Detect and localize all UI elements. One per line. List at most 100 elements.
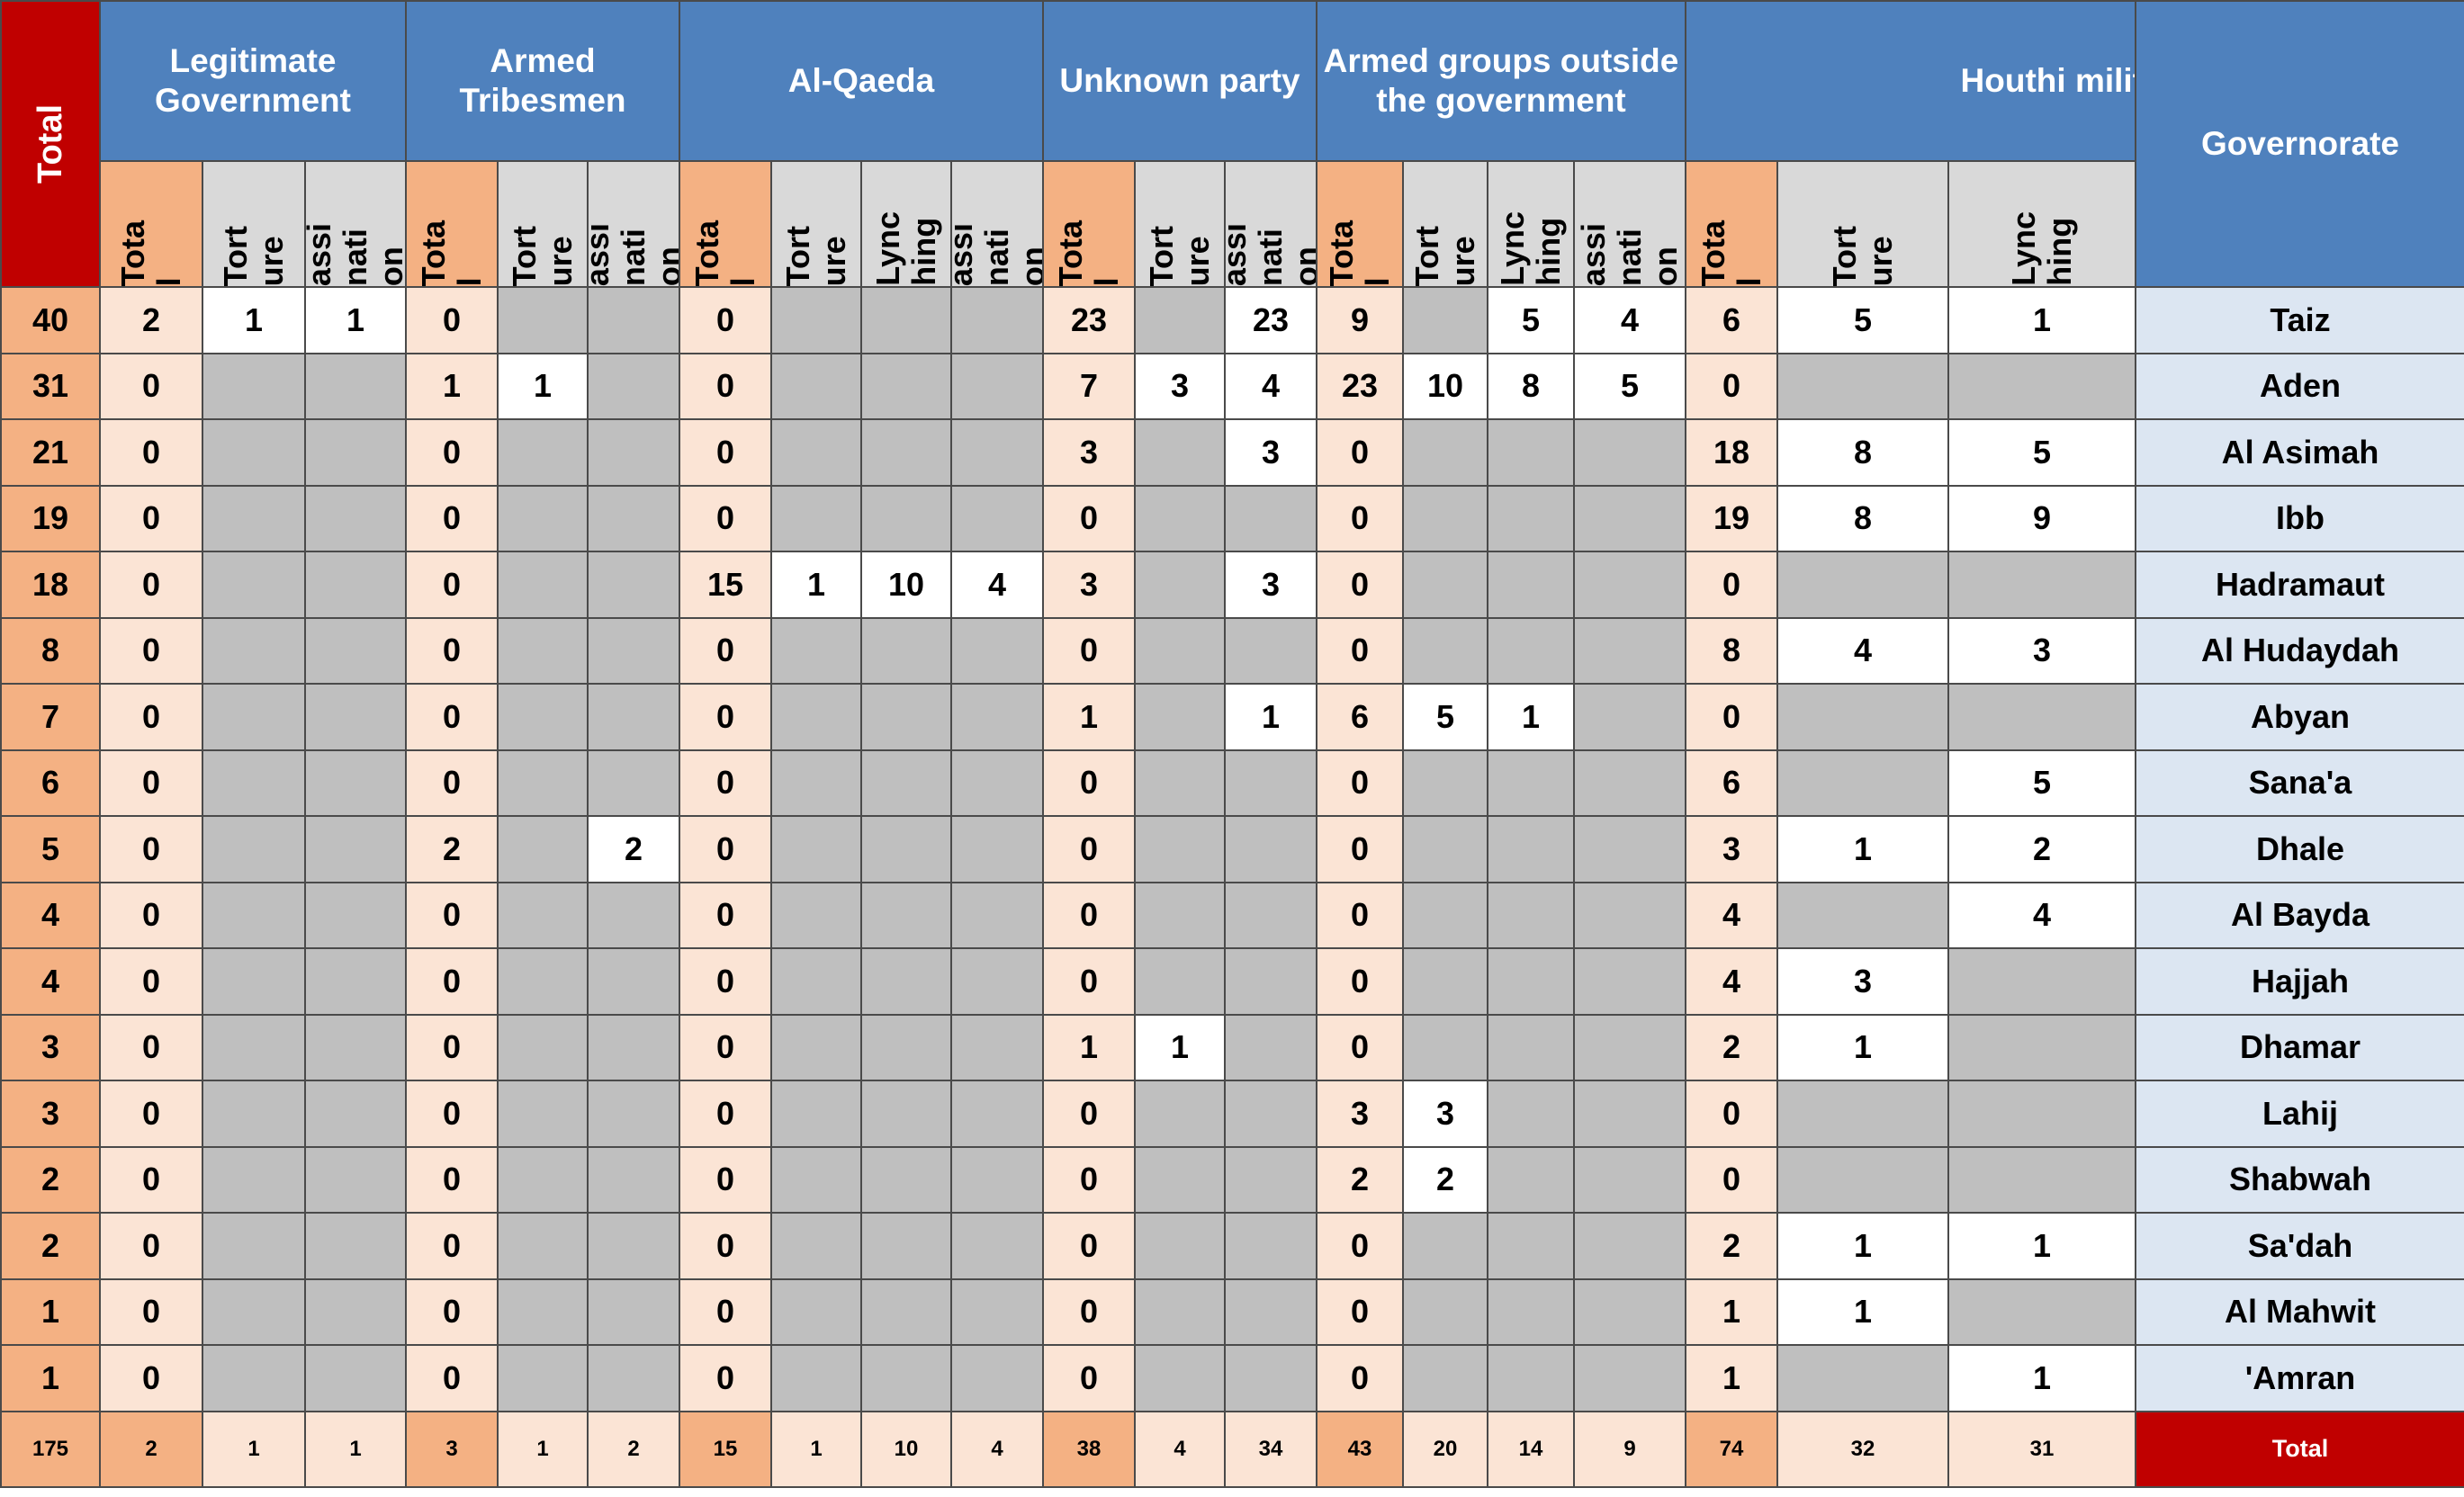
table-cell: 3 <box>1685 815 1778 883</box>
subcolumn-label: assi nati on <box>304 222 407 286</box>
table-cell: 1 <box>405 352 499 420</box>
table-cell: 0 <box>99 1344 203 1412</box>
table-cell <box>1134 947 1226 1016</box>
table-cell <box>587 1080 680 1148</box>
table-cell: 1 <box>1947 1212 2136 1280</box>
table-cell: 0 <box>405 1212 499 1280</box>
total-header-label: Total <box>31 104 69 184</box>
table-cell <box>587 484 680 552</box>
table-cell: 1 <box>304 286 407 354</box>
table-cell <box>202 1080 306 1148</box>
table-cell <box>860 947 952 1016</box>
table-cell: 0 <box>405 1344 499 1412</box>
governorate-name: Al Bayda <box>2135 881 2464 949</box>
table-cell: 23 <box>1224 286 1317 354</box>
table-cell <box>202 418 306 487</box>
table-cell <box>1487 1145 1575 1214</box>
footer-total-cell: 15 <box>679 1410 772 1488</box>
table-cell <box>860 418 952 487</box>
table-cell <box>1573 1277 1686 1346</box>
subcolumn-label: assi nati on <box>950 222 1044 286</box>
table-cell: 3 <box>1776 947 1949 1016</box>
table-cell: 5 <box>1402 683 1488 751</box>
table-cell: 0 <box>1685 551 1778 619</box>
table-cell: 1 <box>1487 683 1575 751</box>
table-cell <box>1776 1080 1949 1148</box>
table-cell <box>860 352 952 420</box>
table-cell <box>587 1212 680 1280</box>
table-cell <box>950 1080 1044 1148</box>
table-cell: 0 <box>1042 1344 1136 1412</box>
table-cell <box>1487 1212 1575 1280</box>
table-cell <box>202 947 306 1016</box>
table-cell: 6 <box>1685 286 1778 354</box>
table-cell: 0 <box>405 748 499 817</box>
table-cell: 0 <box>405 881 499 949</box>
table-cell <box>587 551 680 619</box>
table-cell <box>587 947 680 1016</box>
table-cell: 4 <box>950 551 1044 619</box>
table-cell: 0 <box>1316 1277 1404 1346</box>
table-cell <box>1224 947 1317 1016</box>
table-cell <box>1487 484 1575 552</box>
table-cell: 0 <box>99 352 203 420</box>
table-cell <box>860 748 952 817</box>
table-cell: 0 <box>679 683 772 751</box>
row-total: 4 <box>0 881 101 949</box>
table-cell: 9 <box>1316 286 1404 354</box>
table-cell: 3 <box>1042 551 1136 619</box>
table-cell <box>304 484 407 552</box>
table-cell: 3 <box>1224 551 1317 619</box>
table-cell: 19 <box>1685 484 1778 552</box>
table-cell: 3 <box>1134 352 1226 420</box>
table-cell <box>1573 418 1686 487</box>
table-cell: 0 <box>1042 1277 1136 1346</box>
subcolumn-header: assi nati on <box>950 160 1044 288</box>
governorate-name: Dhamar <box>2135 1013 2464 1081</box>
row-total: 2 <box>0 1145 101 1214</box>
table-cell: 2 <box>1685 1212 1778 1280</box>
table-cell <box>202 1212 306 1280</box>
table-cell <box>1134 484 1226 552</box>
governorate-name: Taiz <box>2135 286 2464 354</box>
table-cell: 0 <box>1042 748 1136 817</box>
table-cell <box>1224 1277 1317 1346</box>
table-cell: 2 <box>1316 1145 1404 1214</box>
table-cell <box>860 881 952 949</box>
table-cell <box>497 1344 589 1412</box>
table-cell: 0 <box>679 352 772 420</box>
table-cell: 0 <box>1316 418 1404 487</box>
subcolumn-header: Tota l <box>1042 160 1136 288</box>
table-cell: 0 <box>679 418 772 487</box>
footer-total-cell: 2 <box>99 1410 203 1488</box>
table-cell: 0 <box>1316 551 1404 619</box>
table-cell <box>770 748 862 817</box>
table-cell <box>950 1344 1044 1412</box>
table-cell: 0 <box>1042 947 1136 1016</box>
table-cell <box>497 551 589 619</box>
table-cell <box>770 352 862 420</box>
table-cell <box>1134 1277 1226 1346</box>
row-total: 7 <box>0 683 101 751</box>
row-total: 3 <box>0 1013 101 1081</box>
table-cell: 0 <box>1316 1013 1404 1081</box>
table-cell <box>1224 484 1317 552</box>
table-cell <box>1573 484 1686 552</box>
table-cell <box>1573 947 1686 1016</box>
footer-total-cell: 14 <box>1487 1410 1575 1488</box>
row-total: 2 <box>0 1212 101 1280</box>
table-cell <box>1134 1145 1226 1214</box>
table-cell: 4 <box>1685 881 1778 949</box>
table-cell: 4 <box>1776 616 1949 685</box>
row-total: 19 <box>0 484 101 552</box>
table-cell <box>304 815 407 883</box>
table-cell <box>587 616 680 685</box>
table-cell: 5 <box>1573 352 1686 420</box>
table-cell <box>1573 1212 1686 1280</box>
table-cell <box>497 1013 589 1081</box>
table-cell <box>1487 616 1575 685</box>
table-cell: 0 <box>679 1277 772 1346</box>
table-cell: 0 <box>1316 616 1404 685</box>
table-cell: 15 <box>679 551 772 619</box>
table-cell: 0 <box>99 1212 203 1280</box>
